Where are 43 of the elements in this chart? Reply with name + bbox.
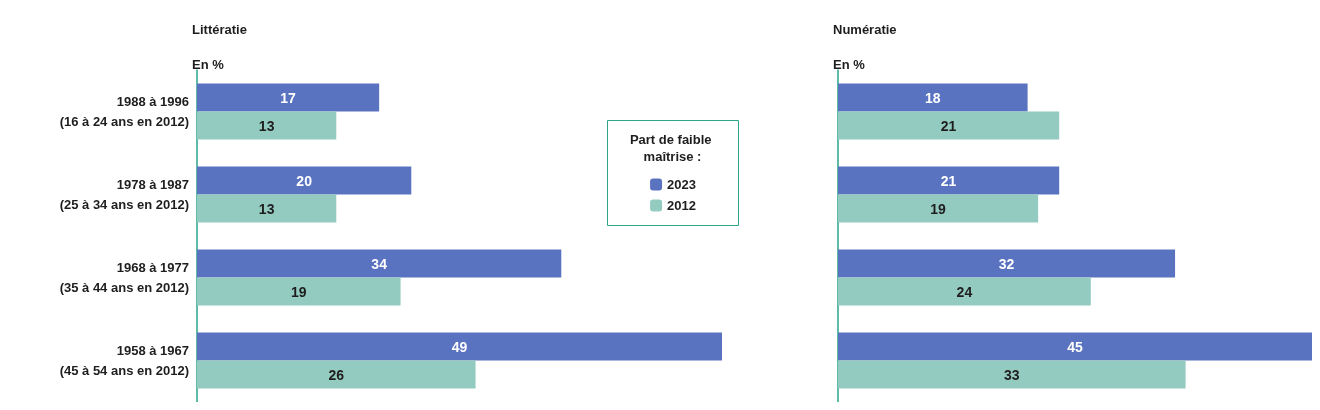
legend-title: Part de faible maîtrise : bbox=[629, 131, 716, 164]
bar bbox=[197, 277, 401, 306]
legend-label: 2023 bbox=[667, 177, 696, 192]
data-label: 18 bbox=[925, 89, 941, 106]
data-label: 13 bbox=[258, 117, 275, 134]
bar bbox=[838, 83, 1028, 112]
data-label: 19 bbox=[930, 200, 947, 217]
bar bbox=[838, 360, 1186, 389]
data-label: 26 bbox=[328, 366, 345, 383]
data-label: 45 bbox=[1067, 338, 1083, 355]
bar bbox=[838, 111, 1060, 140]
data-label: 21 bbox=[940, 117, 957, 134]
y-tick-label: 1958 à 1967 (45 à 54 ans en 2012) bbox=[59, 343, 189, 378]
y-tick-label: 1968 à 1977 (35 à 44 ans en 2012) bbox=[59, 260, 189, 295]
data-label: 32 bbox=[998, 255, 1015, 272]
y-tick-label: 1988 à 1996 (16 à 24 ans en 2012) bbox=[59, 94, 189, 129]
bar bbox=[197, 111, 337, 140]
bar bbox=[838, 194, 1039, 223]
y-tick-label: 1978 à 1987 (25 à 34 ans en 2012) bbox=[59, 177, 189, 212]
data-label: 24 bbox=[956, 283, 973, 300]
chart-subtitle: En % bbox=[833, 57, 866, 72]
data-label: 20 bbox=[296, 172, 313, 189]
legend-label: 2012 bbox=[667, 198, 696, 213]
bar bbox=[838, 249, 1176, 278]
bar bbox=[197, 360, 476, 389]
data-label: 17 bbox=[280, 89, 297, 106]
bar bbox=[197, 249, 562, 278]
data-label: 21 bbox=[940, 172, 957, 189]
chart-title: Littératie bbox=[192, 22, 247, 37]
data-label: 33 bbox=[1004, 366, 1020, 383]
bar bbox=[838, 277, 1091, 306]
bar bbox=[197, 166, 412, 195]
bar bbox=[197, 332, 722, 361]
data-label: 13 bbox=[258, 200, 275, 217]
chart-title: Numératie bbox=[833, 22, 897, 37]
data-label: 49 bbox=[451, 338, 468, 355]
bar bbox=[197, 194, 337, 223]
bar bbox=[838, 332, 1312, 361]
data-label: 34 bbox=[371, 255, 388, 272]
bar bbox=[838, 166, 1060, 195]
bar bbox=[197, 83, 380, 112]
data-label: 19 bbox=[291, 283, 307, 300]
chart-subtitle: En % bbox=[192, 57, 225, 72]
